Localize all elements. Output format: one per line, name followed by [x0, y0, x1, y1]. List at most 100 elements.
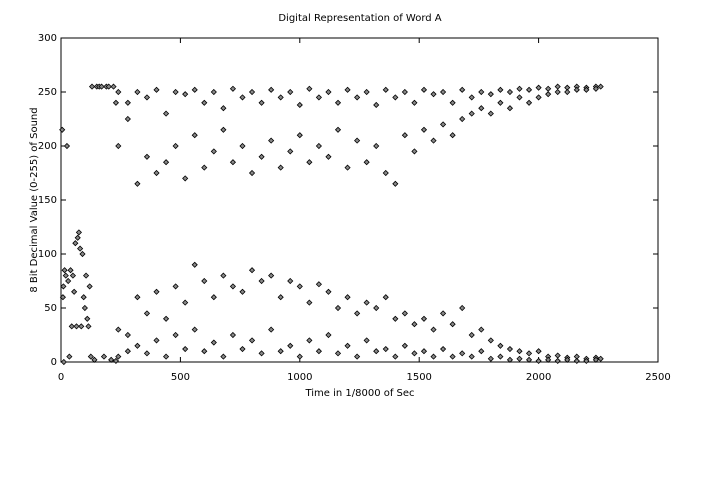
- x-tick-label: 500: [171, 372, 190, 383]
- point: [134, 88, 141, 96]
- point: [459, 115, 466, 123]
- point: [411, 148, 418, 155]
- point: [440, 310, 447, 317]
- point: [73, 323, 80, 330]
- point: [229, 85, 237, 92]
- point: [172, 331, 179, 339]
- point: [268, 326, 275, 333]
- point: [248, 267, 256, 274]
- point: [440, 345, 447, 353]
- point: [487, 91, 494, 98]
- x-tick-label: 1500: [406, 372, 431, 383]
- point: [59, 126, 66, 133]
- point: [258, 99, 265, 106]
- point: [239, 94, 246, 101]
- point: [277, 348, 284, 355]
- point: [268, 137, 275, 144]
- point: [115, 326, 122, 333]
- point: [163, 315, 170, 322]
- point: [401, 132, 408, 139]
- point: [115, 88, 122, 96]
- point: [287, 277, 294, 285]
- point: [449, 99, 456, 106]
- point: [478, 348, 485, 355]
- point: [258, 350, 265, 357]
- point: [382, 169, 389, 177]
- point: [354, 353, 361, 360]
- point: [163, 353, 170, 360]
- point: [229, 331, 237, 339]
- x-tick-label: 2500: [645, 372, 670, 383]
- point: [306, 159, 313, 166]
- point: [69, 272, 77, 279]
- point: [75, 229, 82, 236]
- point: [79, 250, 86, 258]
- point: [229, 283, 237, 290]
- point: [597, 83, 604, 90]
- point: [306, 85, 313, 92]
- point: [363, 88, 370, 96]
- point: [583, 357, 590, 364]
- point: [172, 88, 179, 96]
- point: [373, 304, 380, 312]
- point: [61, 267, 68, 274]
- point: [112, 99, 119, 106]
- point: [554, 88, 561, 96]
- point: [201, 348, 208, 355]
- point: [85, 323, 92, 330]
- point: [210, 294, 217, 301]
- point: [554, 357, 561, 364]
- point: [440, 88, 447, 96]
- point: [182, 91, 189, 98]
- point: [220, 353, 227, 360]
- point: [411, 350, 418, 357]
- point: [72, 240, 79, 247]
- point: [74, 234, 81, 241]
- point: [268, 86, 275, 93]
- point: [63, 142, 71, 150]
- point: [325, 153, 332, 160]
- point: [71, 288, 78, 295]
- point: [60, 283, 67, 290]
- point: [583, 86, 590, 93]
- point: [497, 86, 504, 93]
- point: [100, 353, 108, 360]
- point: [545, 356, 552, 363]
- point: [153, 169, 160, 177]
- point: [59, 294, 66, 301]
- point: [210, 148, 217, 155]
- point: [143, 310, 151, 317]
- point: [459, 304, 466, 312]
- point: [210, 339, 217, 346]
- point: [506, 356, 514, 363]
- point: [382, 345, 389, 353]
- point: [306, 299, 313, 306]
- point: [573, 86, 580, 93]
- point: [315, 142, 322, 150]
- x-tick-label: 1000: [287, 372, 312, 383]
- point: [334, 126, 342, 133]
- point: [77, 245, 84, 252]
- point: [535, 348, 542, 355]
- point: [62, 272, 69, 279]
- x-tick-label: 2000: [526, 372, 551, 383]
- point: [81, 304, 88, 312]
- point: [191, 132, 198, 139]
- point: [296, 132, 303, 139]
- point: [373, 348, 380, 355]
- point: [401, 310, 408, 317]
- point: [287, 88, 294, 96]
- point: [392, 180, 399, 187]
- point: [468, 331, 475, 339]
- point: [354, 310, 361, 317]
- point: [468, 110, 475, 117]
- point: [564, 88, 571, 96]
- y-tick-label: 300: [38, 33, 57, 44]
- point: [182, 175, 189, 182]
- point: [143, 94, 151, 101]
- point: [325, 288, 332, 295]
- point: [420, 126, 428, 133]
- point: [420, 348, 428, 355]
- point: [363, 337, 370, 344]
